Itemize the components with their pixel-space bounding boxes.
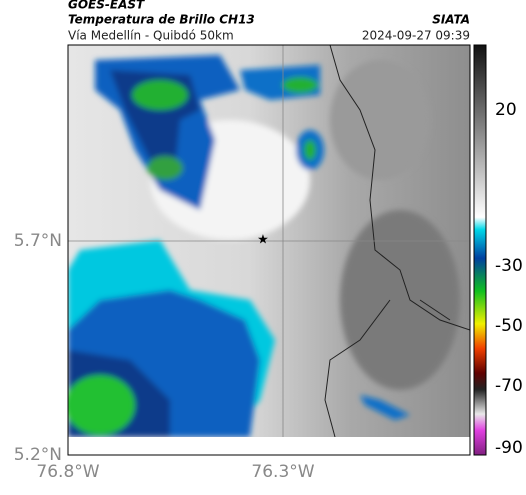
- subtitle: Temperatura de Brillo CH13: [68, 13, 255, 27]
- colorbar-tick-label: -90: [495, 438, 523, 458]
- lat-label: 5.7°N: [14, 231, 62, 251]
- colorbar-tick-label: 20: [495, 100, 517, 120]
- colorbar-tick-label: -50: [495, 316, 523, 336]
- lon-label: 76.3°W: [251, 462, 314, 482]
- lon-label: 76.8°W: [36, 462, 99, 482]
- city-marker: ★: [257, 233, 269, 248]
- map-frame: [67, 44, 471, 456]
- timestamp: 2024-09-27 09:39: [362, 29, 470, 43]
- title: GOES-EAST: [68, 0, 145, 12]
- colorbar: [473, 44, 487, 456]
- region: Vía Medellín - Quibdó 50km: [68, 29, 234, 43]
- lat-label: 5.2°N: [14, 445, 62, 465]
- source: SIATA: [432, 13, 470, 27]
- satellite-image: ★: [68, 45, 470, 437]
- colorbar-tick-label: -70: [495, 376, 523, 396]
- colorbar-tick-label: -30: [495, 256, 523, 276]
- border-line: [324, 45, 470, 437]
